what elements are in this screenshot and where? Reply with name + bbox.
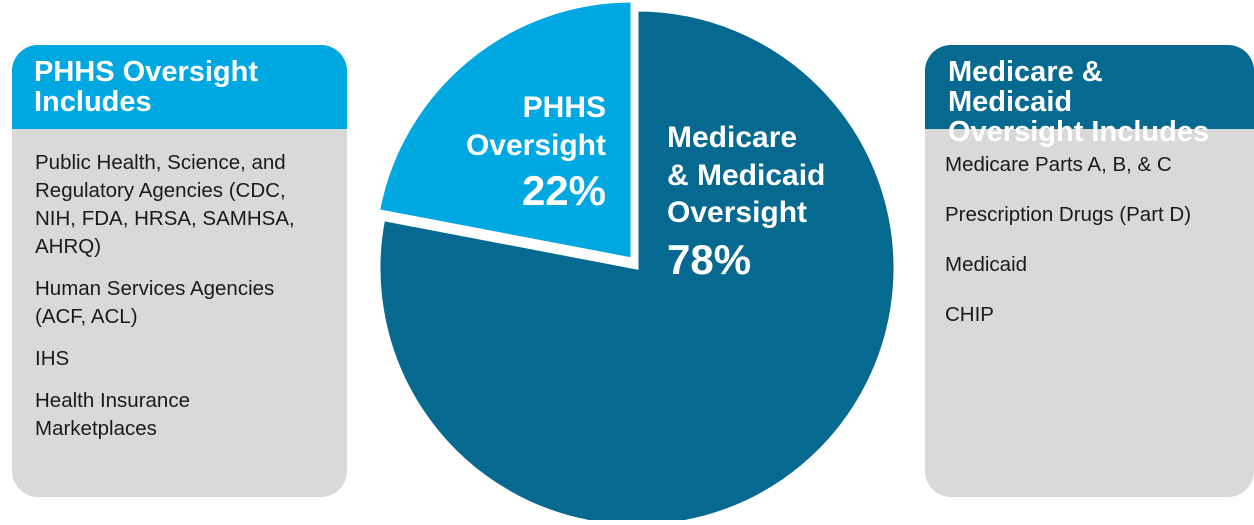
phhs-slice-label-line: PHHS (523, 91, 606, 124)
phhs-slice-value-label: 22% (522, 167, 606, 214)
medicare-slice-label-line: Medicare (667, 121, 797, 154)
medicare-medicaid-oversight-slice (377, 8, 897, 525)
medicare-slice-value-label: 78% (667, 236, 751, 283)
pie-labels: PHHS Oversight 22% Medicare & Medicaid Oversi… (466, 91, 825, 283)
list-item: Prescription Drugs (Part D) (945, 203, 1192, 226)
phhs-oversight-list: Public Health, Science, and Regulatory A… (12, 129, 347, 443)
medicare-slice-label-line: Oversight (667, 196, 807, 229)
medicare-card-title-line1: Medicare & Medicaid (948, 56, 1103, 118)
phhs-card-title-line2: Includes (34, 86, 152, 118)
medicare-medicaid-oversight-list: Medicare Parts A, B, & C Prescription Dr… (925, 129, 1254, 329)
medicare-card-title-line2: Oversight Includes (948, 116, 1210, 148)
phhs-slice-label-line: Oversight (466, 129, 606, 162)
list-item: Medicaid (945, 253, 1028, 276)
phhs-oversight-slice (376, 0, 634, 261)
medicare-slice-label-line: & Medicaid (667, 159, 825, 192)
list-item: Public Health, Science, and Regulatory A… (35, 151, 295, 258)
medicare-medicaid-card-header: Medicare & Medicaid Oversight Includes (925, 45, 1254, 147)
medicare-medicaid-oversight-card: Medicare & Medicaid Oversight Includes M… (925, 45, 1254, 497)
list-item: Health Insurance Marketplaces (35, 389, 190, 440)
list-item: Human Services Agencies (ACF, ACL) (35, 277, 275, 328)
list-item: IHS (35, 347, 70, 370)
list-item: Medicare Parts A, B, & C (945, 153, 1172, 176)
phhs-oversight-card-header: PHHS Oversight Includes (12, 45, 347, 129)
phhs-oversight-card: PHHS Oversight Includes Public Health, S… (12, 45, 347, 497)
phhs-card-title-line1: PHHS Oversight (34, 56, 258, 88)
list-item: CHIP (945, 303, 994, 326)
pie-slices (376, 0, 897, 525)
